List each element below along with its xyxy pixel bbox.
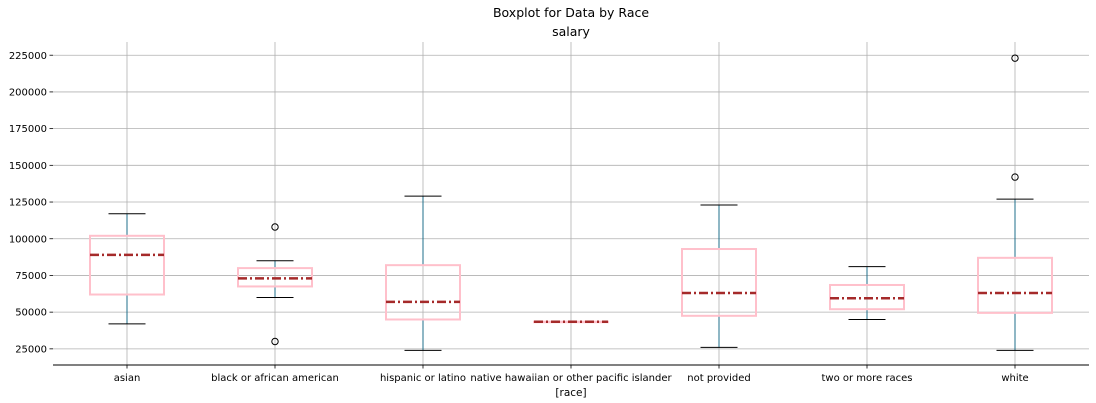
box-group: [533, 320, 609, 324]
iqr-box: [977, 256, 1053, 314]
y-tick-label: 200000: [9, 88, 47, 99]
box-group: [385, 195, 461, 351]
figure-suptitle: Boxplot for Data by Race: [493, 5, 649, 20]
box-group: [977, 54, 1053, 351]
iqr-box: [89, 234, 165, 296]
iqr-box: [681, 248, 757, 317]
x-tick-label: hispanic or latino: [380, 373, 466, 384]
x-axis-label: [race]: [555, 387, 586, 399]
x-tick-label: native hawaiian or other pacific islande…: [470, 373, 672, 384]
outlier-point: [271, 337, 279, 346]
y-tick-label: 175000: [9, 124, 47, 135]
box-group: [681, 204, 757, 348]
plot-title: salary: [552, 24, 590, 39]
y-tick-label: 125000: [9, 198, 47, 209]
box-group: [237, 223, 313, 346]
x-tick-label: not provided: [687, 373, 750, 384]
y-tick-label: 75000: [15, 271, 47, 282]
x-tick-labels: asian black or african american hispanic o…: [114, 365, 1029, 384]
box-group: [89, 213, 165, 325]
x-tick-label: black or african american: [211, 373, 339, 384]
outlier-point: [271, 223, 279, 231]
x-tick-label: asian: [114, 373, 141, 384]
box-group: [829, 266, 905, 320]
y-tick-label: 100000: [9, 234, 47, 245]
grid-lines: [53, 42, 1089, 365]
box-series: [89, 54, 1053, 351]
x-tick-label: white: [1001, 373, 1028, 384]
y-tick-label: 50000: [15, 308, 47, 319]
y-tick-labels: 25000 50000 75000 100000 125000 150000 175000 2…: [9, 51, 53, 355]
x-tick-label: two or more races: [822, 373, 913, 384]
y-tick-label: 225000: [9, 51, 47, 62]
y-tick-label: 150000: [9, 161, 47, 172]
outlier-point: [1011, 54, 1019, 62]
y-tick-label: 25000: [15, 344, 47, 355]
iqr-box: [385, 264, 461, 321]
outlier-point: [1011, 173, 1019, 181]
